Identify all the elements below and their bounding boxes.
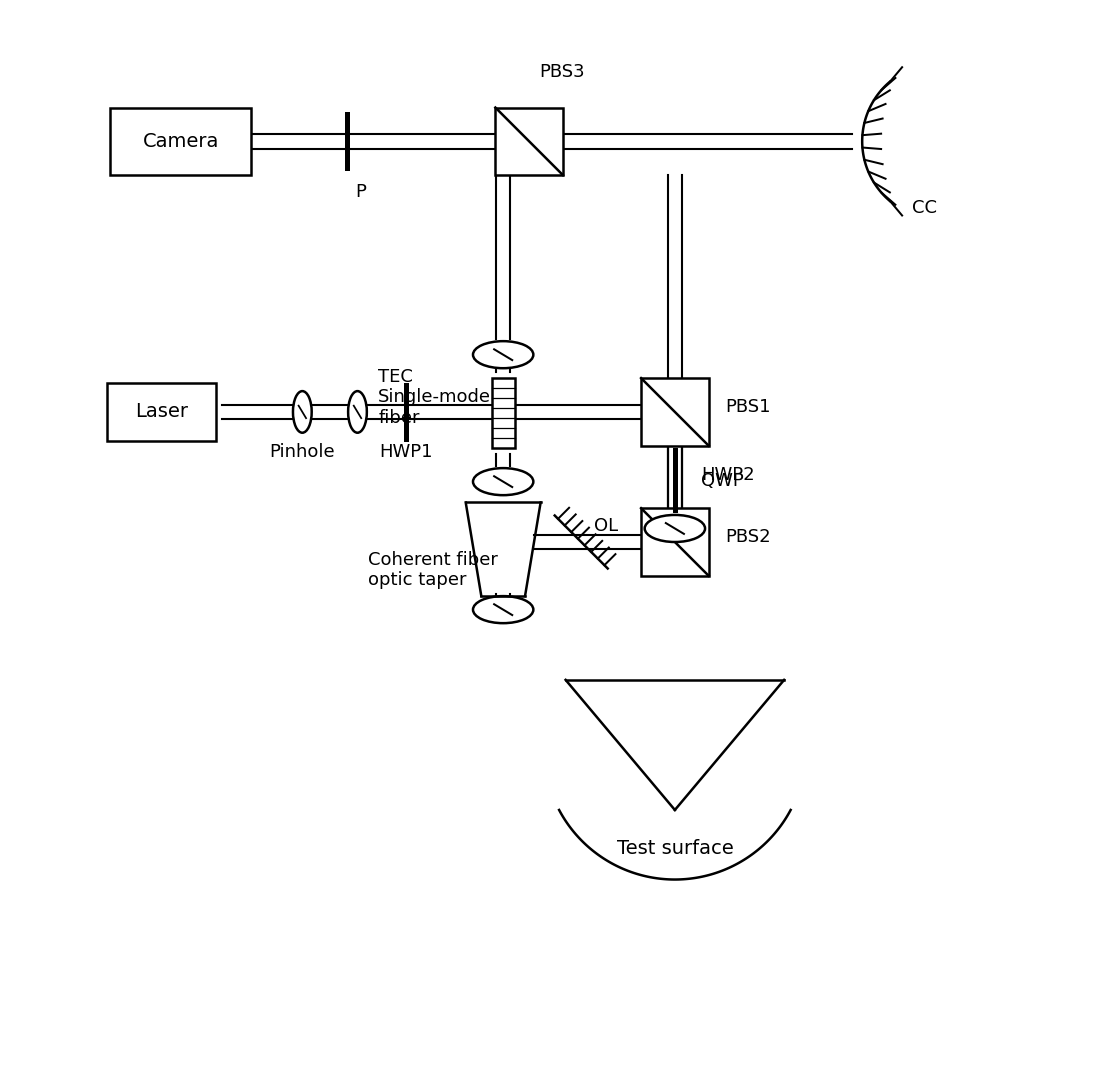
Ellipse shape	[645, 515, 705, 542]
Bar	[641, 378, 708, 446]
Ellipse shape	[473, 341, 534, 369]
Ellipse shape	[348, 391, 366, 433]
Bar	[641, 508, 708, 576]
Text: Coherent fiber
optic taper: Coherent fiber optic taper	[367, 551, 498, 590]
Ellipse shape	[473, 468, 534, 495]
Text: Camera: Camera	[142, 132, 219, 151]
Text: Test surface: Test surface	[616, 839, 734, 857]
Text: CC: CC	[912, 198, 937, 217]
Text: HWP2: HWP2	[701, 466, 755, 483]
Ellipse shape	[473, 596, 534, 623]
Text: OL: OL	[594, 517, 617, 535]
Text: HWP1: HWP1	[379, 443, 433, 461]
Bar	[107, 384, 217, 440]
Ellipse shape	[293, 391, 311, 433]
Text: PBS2: PBS2	[725, 528, 770, 546]
Text: Laser: Laser	[135, 402, 188, 422]
Text: TEC
Single-mode
fiber: TEC Single-mode fiber	[378, 367, 492, 427]
Text: PBS3: PBS3	[540, 63, 585, 81]
Bar	[495, 107, 563, 176]
Bar	[110, 107, 251, 176]
Text: Pinhole: Pinhole	[270, 443, 336, 461]
Text: PBS1: PBS1	[725, 398, 770, 416]
Text: P: P	[355, 183, 366, 201]
Text: QWP: QWP	[701, 472, 744, 490]
Bar	[492, 377, 515, 449]
